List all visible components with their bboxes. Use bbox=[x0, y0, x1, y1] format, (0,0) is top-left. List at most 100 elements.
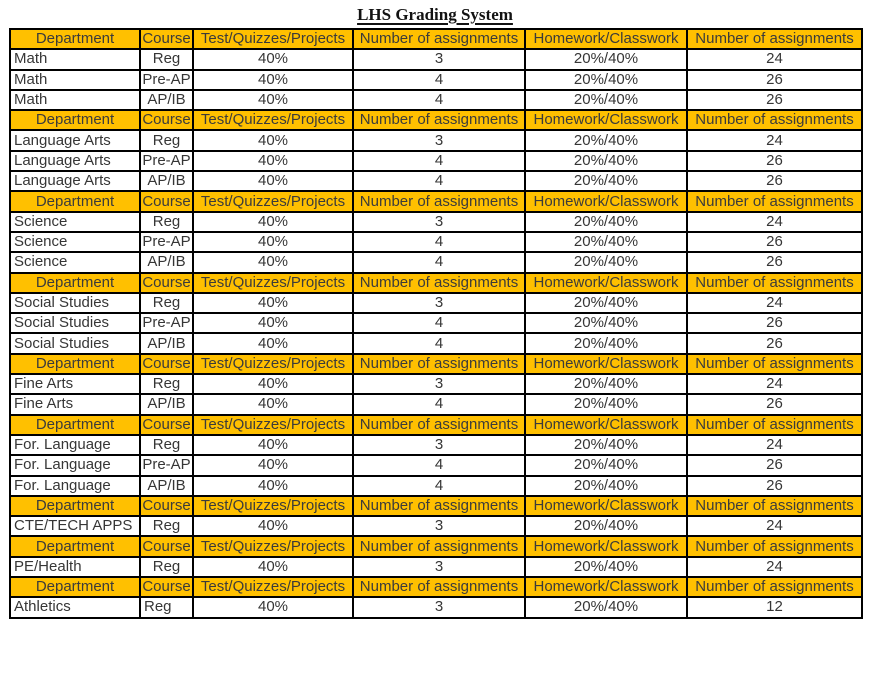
cell-homework-assignment-count: 24 bbox=[686, 373, 863, 396]
cell-test-weight: 40% bbox=[192, 555, 354, 579]
column-header-2: Test/Quizzes/Projects bbox=[192, 190, 354, 213]
column-header-4: Homework/Classwork bbox=[524, 109, 688, 132]
cell-test-assignment-count: 4 bbox=[352, 312, 526, 335]
cell-department: For. Language bbox=[9, 454, 141, 477]
cell-department: Science bbox=[9, 210, 141, 233]
cell-course: AP/IB bbox=[139, 170, 194, 193]
column-header-2: Test/Quizzes/Projects bbox=[192, 535, 354, 558]
table-row: Language Arts Pre-AP 40% 4 20%/40% 26 bbox=[9, 149, 863, 173]
section-header-row: Department Course Test/Quizzes/Projects Num… bbox=[9, 413, 863, 436]
cell-homework-weight: 20%/40% bbox=[524, 170, 688, 193]
cell-course: Reg bbox=[139, 48, 194, 71]
column-header-4: Homework/Classwork bbox=[524, 271, 688, 294]
cell-homework-assignment-count: 26 bbox=[686, 454, 863, 477]
cell-test-weight: 40% bbox=[192, 210, 354, 233]
column-header-1: Course bbox=[139, 352, 194, 376]
table-row: Math Reg 40% 3 20%/40% 24 bbox=[9, 48, 863, 71]
cell-test-assignment-count: 3 bbox=[352, 373, 526, 396]
cell-test-assignment-count: 4 bbox=[352, 454, 526, 477]
cell-department: Math bbox=[9, 48, 141, 71]
column-header-3: Number of assignments bbox=[352, 271, 526, 294]
column-header-0: Department bbox=[9, 109, 141, 132]
cell-department: Language Arts bbox=[9, 170, 141, 193]
table-row: Athletics Reg 40% 3 20%/40% 12 bbox=[9, 596, 863, 619]
cell-department: Math bbox=[9, 88, 141, 112]
table-row: Social Studies Reg 40% 3 20%/40% 24 bbox=[9, 291, 863, 315]
column-header-4: Homework/Classwork bbox=[524, 535, 688, 558]
column-header-4: Homework/Classwork bbox=[524, 27, 688, 51]
cell-course: Reg bbox=[139, 515, 194, 538]
cell-test-weight: 40% bbox=[192, 129, 354, 152]
cell-test-assignment-count: 4 bbox=[352, 149, 526, 173]
column-header-0: Department bbox=[9, 535, 141, 558]
cell-department: PE/Health bbox=[9, 555, 141, 579]
cell-course: Reg bbox=[139, 433, 194, 457]
cell-homework-assignment-count: 24 bbox=[686, 48, 863, 71]
table-row: For. Language AP/IB 40% 4 20%/40% 26 bbox=[9, 474, 863, 497]
cell-test-assignment-count: 4 bbox=[352, 332, 526, 355]
column-header-0: Department bbox=[9, 576, 141, 599]
cell-homework-weight: 20%/40% bbox=[524, 596, 688, 619]
cell-homework-weight: 20%/40% bbox=[524, 332, 688, 355]
cell-homework-assignment-count: 26 bbox=[686, 149, 863, 173]
cell-homework-assignment-count: 26 bbox=[686, 332, 863, 355]
column-header-2: Test/Quizzes/Projects bbox=[192, 413, 354, 436]
cell-homework-weight: 20%/40% bbox=[524, 515, 688, 538]
cell-homework-weight: 20%/40% bbox=[524, 88, 688, 112]
cell-test-weight: 40% bbox=[192, 332, 354, 355]
table-row: CTE/TECH APPS Reg 40% 3 20%/40% 24 bbox=[9, 515, 863, 538]
cell-test-assignment-count: 3 bbox=[352, 210, 526, 233]
column-header-1: Course bbox=[139, 190, 194, 213]
cell-homework-weight: 20%/40% bbox=[524, 555, 688, 579]
cell-homework-assignment-count: 26 bbox=[686, 312, 863, 335]
cell-homework-assignment-count: 26 bbox=[686, 393, 863, 416]
column-header-1: Course bbox=[139, 109, 194, 132]
table-row: Science Pre-AP 40% 4 20%/40% 26 bbox=[9, 230, 863, 254]
cell-homework-assignment-count: 24 bbox=[686, 210, 863, 233]
column-header-5: Number of assignments bbox=[686, 535, 863, 558]
cell-course: AP/IB bbox=[139, 88, 194, 112]
cell-course: Pre-AP bbox=[139, 68, 194, 91]
table-row: Fine Arts Reg 40% 3 20%/40% 24 bbox=[9, 373, 863, 396]
cell-homework-weight: 20%/40% bbox=[524, 230, 688, 254]
cell-homework-weight: 20%/40% bbox=[524, 129, 688, 152]
cell-course: Pre-AP bbox=[139, 230, 194, 254]
column-header-4: Homework/Classwork bbox=[524, 413, 688, 436]
column-header-5: Number of assignments bbox=[686, 494, 863, 518]
section-header-row: Department Course Test/Quizzes/Projects Num… bbox=[9, 576, 863, 599]
cell-homework-weight: 20%/40% bbox=[524, 433, 688, 457]
column-header-5: Number of assignments bbox=[686, 27, 863, 51]
table-row: Language Arts Reg 40% 3 20%/40% 24 bbox=[9, 129, 863, 152]
column-header-0: Department bbox=[9, 190, 141, 213]
column-header-2: Test/Quizzes/Projects bbox=[192, 27, 354, 51]
column-header-1: Course bbox=[139, 535, 194, 558]
cell-test-assignment-count: 3 bbox=[352, 515, 526, 538]
column-header-1: Course bbox=[139, 271, 194, 294]
cell-test-weight: 40% bbox=[192, 596, 354, 619]
grading-table: Department Course Test/Quizzes/Projects Num… bbox=[9, 27, 863, 619]
cell-homework-weight: 20%/40% bbox=[524, 454, 688, 477]
cell-course: Pre-AP bbox=[139, 149, 194, 173]
cell-test-weight: 40% bbox=[192, 251, 354, 274]
cell-test-assignment-count: 3 bbox=[352, 129, 526, 152]
table-row: Science Reg 40% 3 20%/40% 24 bbox=[9, 210, 863, 233]
cell-test-assignment-count: 3 bbox=[352, 555, 526, 579]
cell-test-assignment-count: 3 bbox=[352, 48, 526, 71]
cell-homework-assignment-count: 26 bbox=[686, 68, 863, 91]
cell-test-weight: 40% bbox=[192, 68, 354, 91]
table-row: For. Language Pre-AP 40% 4 20%/40% 26 bbox=[9, 454, 863, 477]
cell-department: Fine Arts bbox=[9, 373, 141, 396]
section-header-row: Department Course Test/Quizzes/Projects Num… bbox=[9, 190, 863, 213]
cell-department: CTE/TECH APPS bbox=[9, 515, 141, 538]
column-header-5: Number of assignments bbox=[686, 109, 863, 132]
section-header-row: Department Course Test/Quizzes/Projects Num… bbox=[9, 535, 863, 558]
column-header-4: Homework/Classwork bbox=[524, 190, 688, 213]
table-row: Math Pre-AP 40% 4 20%/40% 26 bbox=[9, 68, 863, 91]
section-header-row: Department Course Test/Quizzes/Projects Num… bbox=[9, 109, 863, 132]
cell-test-weight: 40% bbox=[192, 312, 354, 335]
table-row: PE/Health Reg 40% 3 20%/40% 24 bbox=[9, 555, 863, 579]
column-header-4: Homework/Classwork bbox=[524, 494, 688, 518]
column-header-1: Course bbox=[139, 494, 194, 518]
cell-homework-assignment-count: 24 bbox=[686, 129, 863, 152]
